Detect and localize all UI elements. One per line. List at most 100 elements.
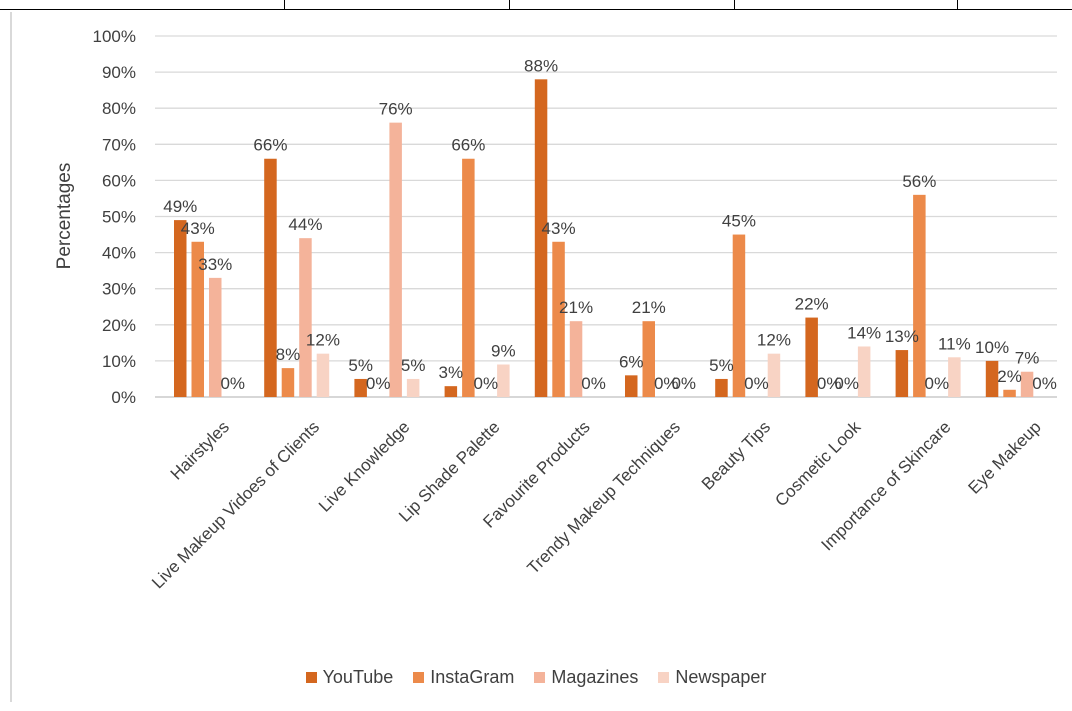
data-label: 6% <box>619 352 644 371</box>
bar <box>857 346 871 397</box>
legend-label: InstaGram <box>430 667 515 687</box>
legend-swatch <box>413 672 425 683</box>
data-label: 3% <box>439 363 464 382</box>
data-label: 9% <box>491 342 516 361</box>
bar <box>497 364 510 397</box>
y-tick-label: 90% <box>102 63 136 82</box>
bar <box>913 194 926 397</box>
legend-item: YouTube <box>305 667 394 688</box>
y-tick-label: 20% <box>102 316 136 335</box>
bar <box>625 375 638 397</box>
bar <box>406 378 420 397</box>
bar <box>264 158 277 397</box>
y-axis-label: Percentages <box>54 163 75 270</box>
data-label: 10% <box>975 338 1009 357</box>
bar <box>534 79 548 397</box>
data-label: 0% <box>654 374 679 393</box>
bar <box>642 321 655 397</box>
table-frame-top <box>0 0 1072 10</box>
x-tick-label: Trendy Makeup Techniques <box>523 417 683 577</box>
bar <box>462 158 475 397</box>
data-labels: 49%43%33%0%66%8%44%12%5%0%76%5% 3%66%0%9%… <box>163 56 1057 393</box>
legend-label: Magazines <box>551 667 639 687</box>
legend-item: Magazines <box>534 667 638 688</box>
bar <box>805 317 818 397</box>
bars <box>174 79 1034 397</box>
data-label: 12% <box>306 331 340 350</box>
data-label: 45% <box>722 212 756 231</box>
data-label: 2% <box>997 367 1022 386</box>
x-tick-label: Live Knowledge <box>315 417 413 515</box>
bar <box>389 122 402 397</box>
data-label: 44% <box>288 215 322 234</box>
x-tick-label: Cosmetic Look <box>771 417 864 510</box>
x-tick-label: Hairstyles <box>167 417 233 483</box>
legend-item: InstaGram <box>413 667 514 688</box>
data-label: 56% <box>902 172 936 191</box>
y-tick-label: 10% <box>102 352 136 371</box>
data-label: 49% <box>163 197 197 216</box>
bar <box>299 238 312 397</box>
bar <box>354 378 367 397</box>
data-label: 0% <box>671 374 696 393</box>
data-label: 11% <box>938 334 971 353</box>
data-label: 5% <box>709 356 734 375</box>
legend-label: Newspaper <box>675 667 767 687</box>
legend: YouTube InstaGram Magazines Newspaper <box>0 667 1072 688</box>
bar <box>895 350 909 397</box>
y-tick-label: 60% <box>102 171 136 190</box>
y-tick-label: 80% <box>102 99 136 118</box>
data-label: 8% <box>276 345 301 364</box>
bar <box>552 241 565 397</box>
legend-item: Newspaper <box>658 667 766 688</box>
legend-swatch <box>658 672 670 683</box>
y-tick-label: 30% <box>102 280 136 299</box>
bar <box>767 353 781 397</box>
bar <box>174 220 187 397</box>
data-label: 5% <box>348 356 373 375</box>
legend-label: YouTube <box>322 667 394 687</box>
y-tick-label: 70% <box>102 135 136 154</box>
bar <box>1020 371 1034 397</box>
y-tick-label: 100% <box>93 27 136 46</box>
x-tick-label: Eye Makeup <box>964 417 1044 497</box>
table-divider <box>509 0 510 10</box>
data-label: 43% <box>542 219 576 238</box>
data-label: 21% <box>559 298 593 317</box>
x-tick-label: Live Makeup Vidoes of Clients <box>148 417 323 592</box>
bar <box>191 241 204 397</box>
bar <box>316 353 330 397</box>
data-label: 7% <box>1015 349 1040 368</box>
legend-swatch <box>534 672 546 683</box>
data-label: 13% <box>885 327 919 346</box>
data-label: 0% <box>220 374 245 393</box>
data-label: 66% <box>451 136 485 155</box>
table-border <box>0 0 1072 10</box>
bar <box>985 360 999 397</box>
bar <box>444 386 458 397</box>
bar <box>732 234 746 397</box>
data-label: 0% <box>834 374 859 393</box>
data-label: 14% <box>847 323 881 342</box>
data-label: 66% <box>253 136 287 155</box>
y-tick-label: 0% <box>111 388 136 407</box>
data-label: 0% <box>474 374 499 393</box>
bar <box>1003 389 1016 397</box>
x-tick-label: Beauty Tips <box>698 417 774 493</box>
table-divider <box>284 0 285 10</box>
data-label: 88% <box>524 56 558 75</box>
table-divider <box>734 0 735 10</box>
data-label: 0% <box>925 374 950 393</box>
data-label: 0% <box>744 374 769 393</box>
bar <box>281 368 295 397</box>
page-left-rule <box>10 12 12 702</box>
bar <box>715 378 728 397</box>
bar <box>569 321 583 397</box>
data-label: 21% <box>632 298 666 317</box>
y-tick-label: 40% <box>102 244 136 263</box>
data-label: 33% <box>198 255 232 274</box>
y-tick-label: 50% <box>102 208 136 227</box>
data-label: 5% <box>401 356 426 375</box>
data-label: 22% <box>795 295 829 314</box>
